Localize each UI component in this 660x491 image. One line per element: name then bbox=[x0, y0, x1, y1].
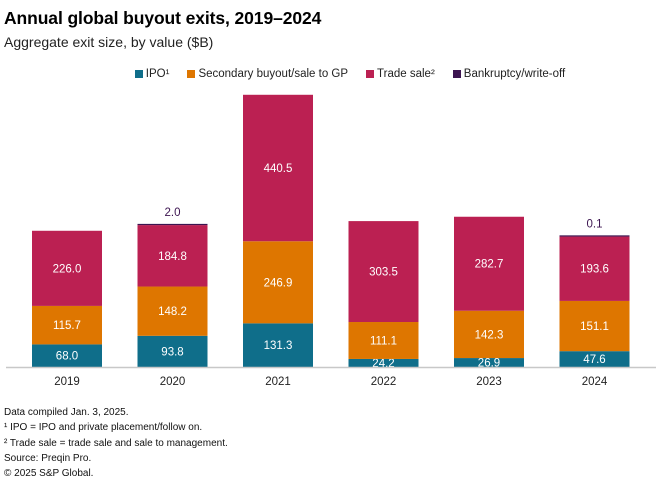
legend-swatch-bankruptcy bbox=[452, 70, 461, 78]
legend-label-ipo: IPO¹ bbox=[145, 68, 170, 80]
data-label-trade-sale-2019: 226.0 bbox=[53, 263, 82, 275]
bar-segment-ipo-2020 bbox=[137, 335, 208, 367]
data-label-trade-sale-2022: 303.5 bbox=[369, 267, 398, 279]
bar-segment-trade-sale-2020 bbox=[137, 225, 208, 287]
bar-segment-ipo-2022 bbox=[348, 358, 419, 367]
bar-segment-ipo-2024 bbox=[559, 351, 630, 367]
bar-segment-trade-sale-2024 bbox=[559, 236, 630, 301]
data-label-trade-sale-2020: 184.8 bbox=[158, 251, 187, 263]
bar-segment-secondary-buyout-sale-to-gp-2019 bbox=[32, 305, 102, 345]
bar-segment-trade-sale-2022 bbox=[348, 221, 419, 323]
stacked-bar-chart: 68.0 115.7 226.0 2019 93.8 148.2 184.8 2.0 2020 1… bbox=[6, 94, 656, 388]
legend-label-bankruptcy: Bankruptcy/write-off bbox=[463, 68, 566, 80]
bar-segment-bankruptcy-write-off-2020 bbox=[137, 223, 208, 226]
legend-swatch-trade-sale bbox=[366, 70, 375, 78]
data-label-trade-sale-2023: 282.7 bbox=[475, 259, 504, 271]
bar-segment-trade-sale-2023 bbox=[454, 216, 524, 311]
x-tick-label-2019: 2019 bbox=[54, 376, 80, 388]
data-label-trade-sale-2021: 440.5 bbox=[264, 163, 293, 175]
data-label-bankruptcy-2024: 0.1 bbox=[587, 218, 603, 230]
bar-segment-secondary-buyout-sale-to-gp-2020 bbox=[137, 286, 208, 336]
x-tick-label-2024: 2024 bbox=[582, 376, 608, 388]
note-copyright: © 2025 S&P Global. bbox=[4, 468, 94, 480]
bar-segment-secondary-buyout-sale-to-gp-2023 bbox=[454, 310, 524, 359]
note-data-compiled: Data compiled Jan. 3, 2025. bbox=[4, 407, 129, 418]
note-source: Source: Preqin Pro. bbox=[4, 452, 92, 464]
data-label-ipo-2024: 47.6 bbox=[583, 354, 605, 366]
data-label-ipo-2023: 26.9 bbox=[478, 358, 500, 370]
x-tick-label-2023: 2023 bbox=[476, 376, 502, 388]
note-ipo-definition: ¹ IPO = IPO and private placement/follow… bbox=[4, 422, 203, 434]
data-label-secondary-buyout-sale-to-gp-2022: 111.1 bbox=[370, 335, 397, 347]
data-label-trade-sale-2024: 193.6 bbox=[580, 264, 609, 276]
bar-segment-ipo-2021 bbox=[243, 323, 313, 367]
data-label-secondary-buyout-sale-to-gp-2024: 151.1 bbox=[580, 321, 609, 333]
data-label-secondary-buyout-sale-to-gp-2019: 115.7 bbox=[53, 320, 81, 332]
x-tick-label-2020: 2020 bbox=[160, 376, 186, 388]
legend-item-ipo: IPO¹ bbox=[134, 68, 170, 80]
data-label-ipo-2021: 131.3 bbox=[264, 340, 293, 352]
x-tick-label-2022: 2022 bbox=[371, 376, 397, 388]
bar-segment-secondary-buyout-sale-to-gp-2024 bbox=[559, 300, 630, 352]
data-label-ipo-2020: 93.8 bbox=[161, 346, 183, 358]
footnotes: Data compiled Jan. 3, 2025. ¹ IPO = IPO … bbox=[4, 405, 228, 481]
bar-segment-trade-sale-2019 bbox=[32, 230, 102, 306]
data-label-ipo-2019: 68.0 bbox=[56, 351, 78, 363]
data-label-secondary-buyout-sale-to-gp-2020: 148.2 bbox=[158, 306, 187, 318]
bar-segment-ipo-2023 bbox=[454, 358, 524, 367]
x-tick-label-2021: 2021 bbox=[265, 376, 291, 388]
bar-segment-bankruptcy-write-off-2024 bbox=[559, 235, 630, 237]
legend: IPO¹ Secondary buyout/sale to GP Trade s… bbox=[0, 68, 660, 80]
bar-segment-trade-sale-2021 bbox=[243, 94, 313, 242]
bar-segment-secondary-buyout-sale-to-gp-2022 bbox=[348, 322, 419, 359]
bar-segment-ipo-2019 bbox=[32, 344, 102, 367]
legend-swatch-secondary bbox=[187, 70, 196, 78]
note-trade-sale-definition: ² Trade sale = trade sale and sale to ma… bbox=[4, 437, 228, 449]
legend-label-trade-sale: Trade sale² bbox=[377, 68, 435, 80]
bar-segment-secondary-buyout-sale-to-gp-2021 bbox=[243, 241, 313, 324]
legend-item-secondary: Secondary buyout/sale to GP bbox=[187, 68, 348, 80]
legend-swatch-ipo bbox=[134, 70, 143, 78]
data-label-bankruptcy-2020: 2.0 bbox=[165, 207, 181, 219]
chart-subtitle: Aggregate exit size, by value ($B) bbox=[4, 34, 214, 50]
data-label-secondary-buyout-sale-to-gp-2023: 142.3 bbox=[475, 329, 504, 341]
legend-label-secondary: Secondary buyout/sale to GP bbox=[198, 68, 349, 80]
legend-item-bankruptcy: Bankruptcy/write-off bbox=[452, 68, 566, 80]
chart-title: Annual global buyout exits, 2019–2024 bbox=[4, 8, 322, 28]
data-label-secondary-buyout-sale-to-gp-2021: 246.9 bbox=[264, 277, 293, 289]
legend-item-trade-sale: Trade sale² bbox=[366, 68, 435, 80]
